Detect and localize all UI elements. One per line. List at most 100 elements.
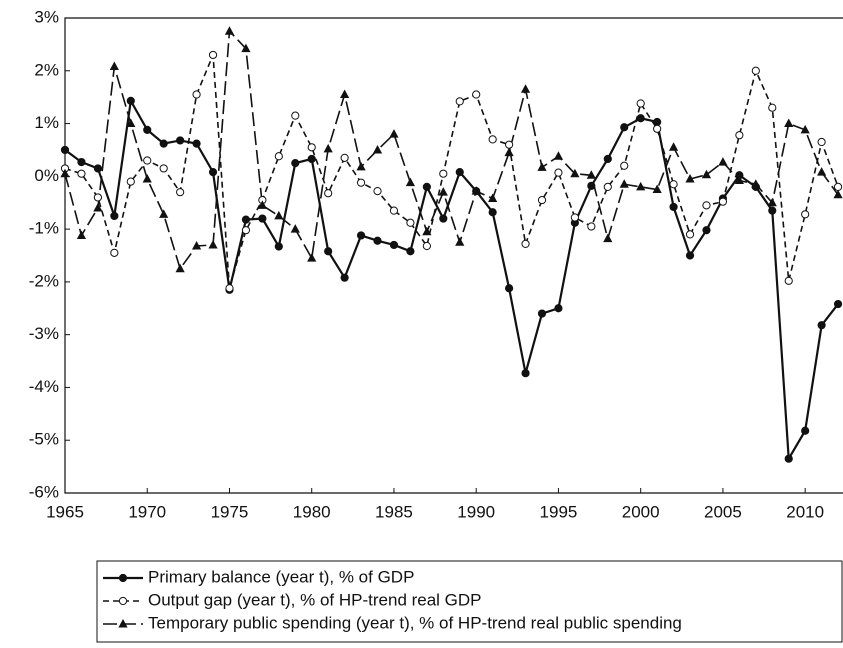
marker	[192, 90, 201, 99]
marker	[439, 169, 448, 178]
marker	[208, 239, 218, 249]
x-tick-label: 2010	[786, 502, 824, 521]
marker	[143, 156, 152, 165]
marker	[685, 230, 695, 239]
marker	[143, 125, 152, 134]
legend-label: Output gap (year t), % of HP-trend real …	[148, 590, 482, 609]
marker	[77, 169, 86, 178]
y-tick-label: 0%	[34, 166, 59, 185]
y-tick-label: -3%	[29, 324, 59, 343]
marker	[208, 168, 218, 177]
marker	[225, 284, 234, 293]
marker	[520, 84, 531, 93]
marker	[93, 164, 102, 173]
marker	[224, 26, 235, 35]
x-tick-label: 2005	[704, 502, 742, 521]
marker	[439, 214, 448, 223]
marker	[488, 208, 497, 217]
legend-label: Temporary public spending (year t), % of…	[148, 613, 682, 632]
y-tick-label: -2%	[29, 271, 59, 290]
marker	[340, 273, 349, 282]
series-line	[64, 54, 839, 289]
marker	[702, 226, 711, 235]
marker	[191, 241, 202, 250]
marker	[669, 180, 678, 189]
marker	[587, 181, 596, 190]
marker	[356, 231, 366, 240]
marker	[570, 213, 579, 222]
marker	[521, 369, 530, 378]
marker	[192, 139, 201, 148]
marker	[668, 142, 679, 151]
marker	[701, 169, 712, 179]
marker	[118, 619, 128, 628]
marker	[372, 144, 383, 154]
marker	[422, 241, 431, 251]
marker	[118, 573, 128, 583]
marker	[422, 226, 432, 236]
marker	[110, 211, 119, 221]
marker	[800, 124, 810, 134]
marker	[702, 201, 711, 210]
marker	[159, 209, 169, 218]
marker	[290, 224, 300, 233]
marker	[291, 159, 300, 168]
marker	[570, 168, 580, 178]
marker	[620, 123, 629, 132]
marker	[176, 136, 185, 145]
marker	[324, 189, 333, 198]
marker	[438, 187, 448, 196]
marker	[685, 173, 695, 183]
marker	[767, 197, 777, 207]
x-tick-label: 2000	[622, 502, 660, 521]
axis-frame	[64, 17, 843, 494]
marker	[488, 193, 498, 202]
marker	[505, 284, 514, 293]
marker	[784, 276, 793, 285]
marker	[126, 96, 135, 105]
marker	[126, 118, 136, 128]
marker	[142, 173, 152, 183]
x-tick-label: 1995	[540, 502, 578, 521]
marker	[77, 157, 86, 167]
series-line	[64, 97, 839, 463]
marker	[636, 181, 646, 191]
marker	[669, 202, 678, 212]
y-tick-label: -4%	[29, 377, 59, 396]
marker	[291, 111, 300, 120]
marker	[389, 129, 399, 138]
marker	[817, 321, 826, 330]
marker	[833, 299, 843, 309]
legend-box	[96, 560, 843, 643]
marker	[768, 206, 777, 215]
marker	[603, 154, 612, 164]
marker	[554, 304, 563, 313]
marker	[406, 247, 415, 256]
marker	[653, 124, 662, 133]
marker	[324, 247, 333, 256]
marker	[307, 253, 317, 262]
marker	[340, 153, 349, 162]
marker	[241, 226, 251, 235]
marker	[405, 177, 416, 187]
marker	[537, 162, 547, 171]
marker	[241, 43, 251, 53]
marker	[159, 164, 168, 173]
marker	[603, 233, 613, 243]
marker	[537, 309, 547, 318]
y-tick-label: -6%	[29, 482, 59, 501]
marker	[373, 187, 382, 196]
marker	[833, 182, 843, 191]
marker	[93, 203, 103, 212]
marker	[784, 454, 793, 463]
marker	[488, 135, 497, 144]
marker	[472, 90, 481, 99]
marker	[323, 143, 333, 153]
y-tick-label: 3%	[34, 7, 59, 26]
marker	[636, 114, 645, 123]
marker	[817, 167, 827, 176]
marker	[587, 222, 596, 231]
marker	[685, 251, 695, 260]
x-tick-label: 1980	[293, 502, 331, 521]
